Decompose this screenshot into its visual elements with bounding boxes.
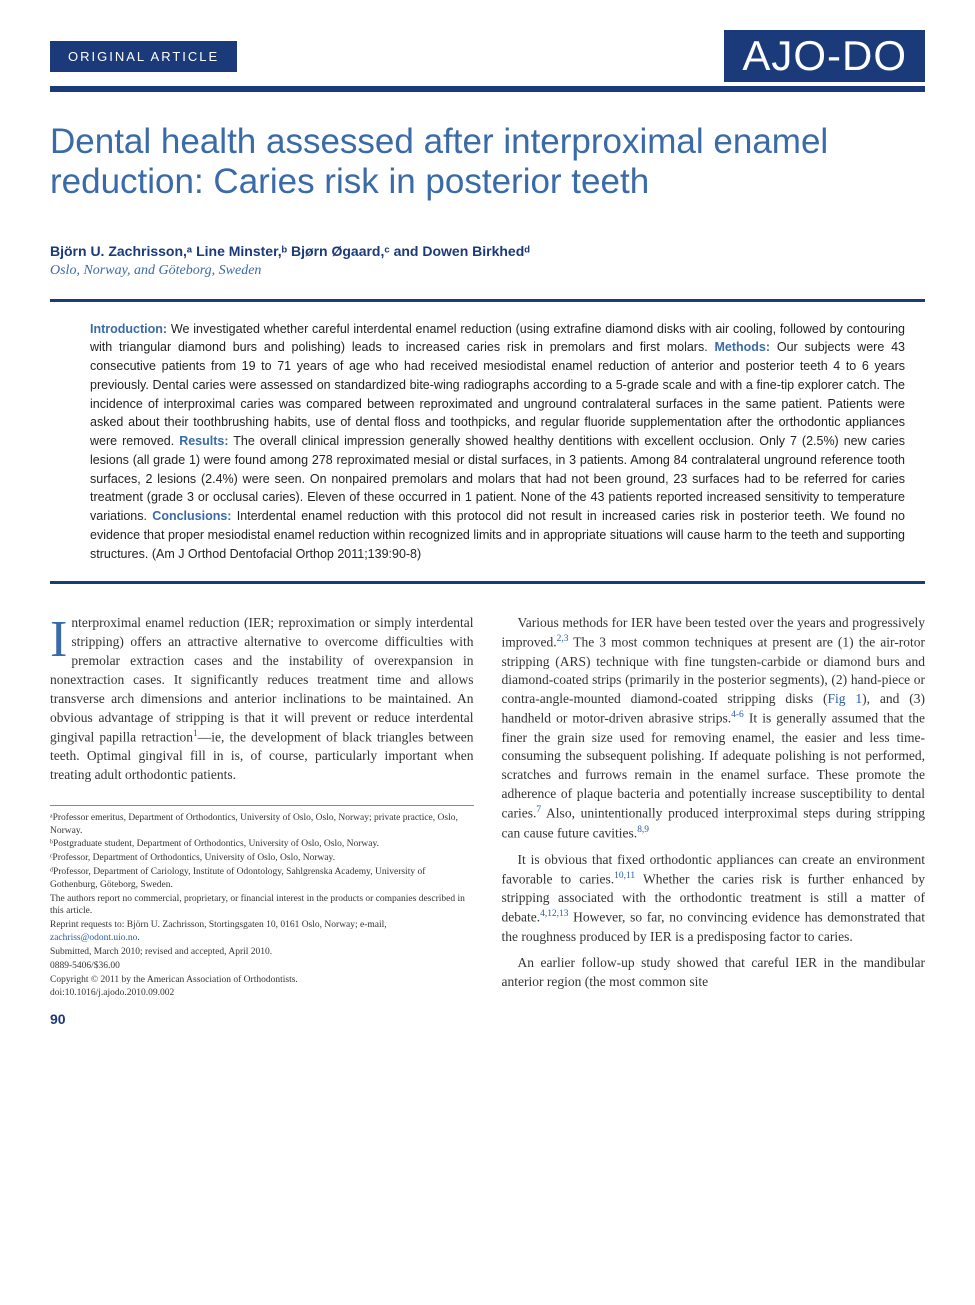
column-right: Various methods for IER have been tested… bbox=[502, 614, 926, 1029]
header-bar: ORIGINAL ARTICLE AJO-DO bbox=[50, 30, 925, 82]
footnote-a: ᵃProfessor emeritus, Department of Ortho… bbox=[50, 812, 474, 838]
fig1-ref[interactable]: Fig 1 bbox=[827, 691, 862, 706]
affiliation-line: Oslo, Norway, and Göteborg, Sweden bbox=[50, 263, 925, 279]
article-title: Dental health assessed after interproxim… bbox=[50, 122, 925, 203]
abstract-methods-label: Methods: bbox=[715, 340, 771, 354]
footnote-submitted: Submitted, March 2010; revised and accep… bbox=[50, 946, 474, 959]
body-p2e: Also, unintentionally produced interprox… bbox=[502, 806, 926, 840]
body-p3: It is obvious that fixed orthodontic app… bbox=[502, 851, 926, 946]
footnote-c: ᶜProfessor, Department of Orthodontics, … bbox=[50, 852, 474, 865]
reprint-post: . bbox=[137, 933, 139, 943]
footnote-b: ᵇPostgraduate student, Department of Ort… bbox=[50, 838, 474, 851]
cite-41213[interactable]: 4,12,13 bbox=[540, 909, 568, 919]
abstract-intro-label: Introduction: bbox=[90, 322, 167, 336]
abstract-box: Introduction: We investigated whether ca… bbox=[50, 299, 925, 585]
page-root: ORIGINAL ARTICLE AJO-DO Dental health as… bbox=[0, 0, 975, 1050]
cite-89[interactable]: 8,9 bbox=[637, 825, 649, 835]
abstract-text: Introduction: We investigated whether ca… bbox=[90, 320, 905, 564]
footnote-coi: The authors report no commercial, propri… bbox=[50, 893, 474, 919]
cite-1011[interactable]: 10,11 bbox=[614, 871, 635, 881]
author-list: Björn U. Zachrisson,ᵃ Line Minster,ᵇ Bjø… bbox=[50, 243, 925, 259]
footnote-copyright: Copyright © 2011 by the American Associa… bbox=[50, 974, 474, 987]
dropcap: I bbox=[50, 614, 71, 662]
abstract-results-label: Results: bbox=[179, 434, 228, 448]
abstract-methods: Our subjects were 43 consecutive patient… bbox=[90, 340, 905, 448]
body-columns: Interproximal enamel reduction (IER; rep… bbox=[50, 614, 925, 1029]
cite-46[interactable]: 4-6 bbox=[731, 710, 744, 720]
footnotes-block: ᵃProfessor emeritus, Department of Ortho… bbox=[50, 805, 474, 1000]
body-p1: Interproximal enamel reduction (IER; rep… bbox=[50, 614, 474, 785]
footnote-d: ᵈProfessor, Department of Cariology, Ins… bbox=[50, 866, 474, 892]
reprint-pre: Reprint requests to: Björn U. Zachrisson… bbox=[50, 920, 387, 930]
abstract-conclusions-label: Conclusions: bbox=[152, 509, 231, 523]
cite-23[interactable]: 2,3 bbox=[557, 634, 569, 644]
body-p2d: It is generally assumed that the finer t… bbox=[502, 711, 926, 821]
page-number: 90 bbox=[50, 1010, 474, 1030]
body-p2: Various methods for IER have been tested… bbox=[502, 614, 926, 843]
journal-logo: AJO-DO bbox=[724, 30, 925, 82]
column-left: Interproximal enamel reduction (IER; rep… bbox=[50, 614, 474, 1029]
header-rule bbox=[50, 86, 925, 92]
body-p4a: An earlier follow-up study showed that c… bbox=[502, 955, 926, 989]
article-type-label: ORIGINAL ARTICLE bbox=[50, 41, 237, 72]
body-p4: An earlier follow-up study showed that c… bbox=[502, 954, 926, 992]
body-p1-text: nterproximal enamel reduction (IER; repr… bbox=[50, 615, 474, 744]
reprint-email-link[interactable]: zachriss@odont.uio.no bbox=[50, 933, 137, 943]
footnote-reprint: Reprint requests to: Björn U. Zachrisson… bbox=[50, 919, 474, 945]
footnote-doi: doi:10.1016/j.ajodo.2010.09.002 bbox=[50, 987, 474, 1000]
footnote-issn: 0889-5406/$36.00 bbox=[50, 960, 474, 973]
